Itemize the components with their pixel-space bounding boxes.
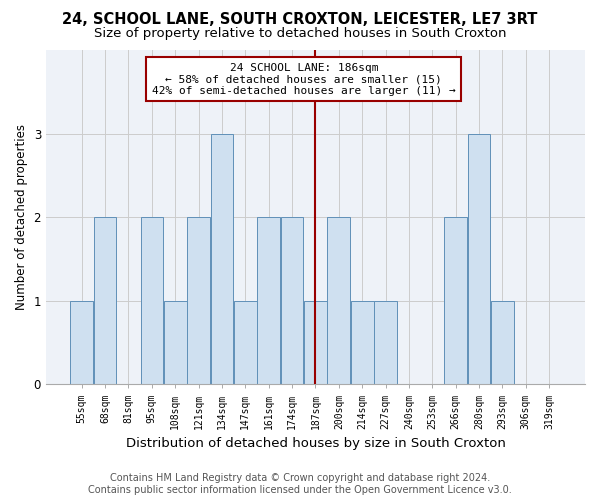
Bar <box>328 217 350 384</box>
Bar <box>70 301 93 384</box>
Bar <box>374 301 397 384</box>
Text: 24 SCHOOL LANE: 186sqm
← 58% of detached houses are smaller (15)
42% of semi-det: 24 SCHOOL LANE: 186sqm ← 58% of detached… <box>152 62 455 96</box>
Bar <box>281 217 304 384</box>
X-axis label: Distribution of detached houses by size in South Croxton: Distribution of detached houses by size … <box>125 437 505 450</box>
Y-axis label: Number of detached properties: Number of detached properties <box>15 124 28 310</box>
Bar <box>140 217 163 384</box>
Text: 24, SCHOOL LANE, SOUTH CROXTON, LEICESTER, LE7 3RT: 24, SCHOOL LANE, SOUTH CROXTON, LEICESTE… <box>62 12 538 28</box>
Bar <box>187 217 210 384</box>
Bar <box>211 134 233 384</box>
Bar <box>257 217 280 384</box>
Bar <box>491 301 514 384</box>
Bar <box>445 217 467 384</box>
Bar <box>304 301 327 384</box>
Text: Contains HM Land Registry data © Crown copyright and database right 2024.
Contai: Contains HM Land Registry data © Crown c… <box>88 474 512 495</box>
Bar <box>234 301 257 384</box>
Bar <box>94 217 116 384</box>
Bar <box>164 301 187 384</box>
Bar <box>468 134 490 384</box>
Text: Size of property relative to detached houses in South Croxton: Size of property relative to detached ho… <box>94 28 506 40</box>
Bar <box>351 301 374 384</box>
